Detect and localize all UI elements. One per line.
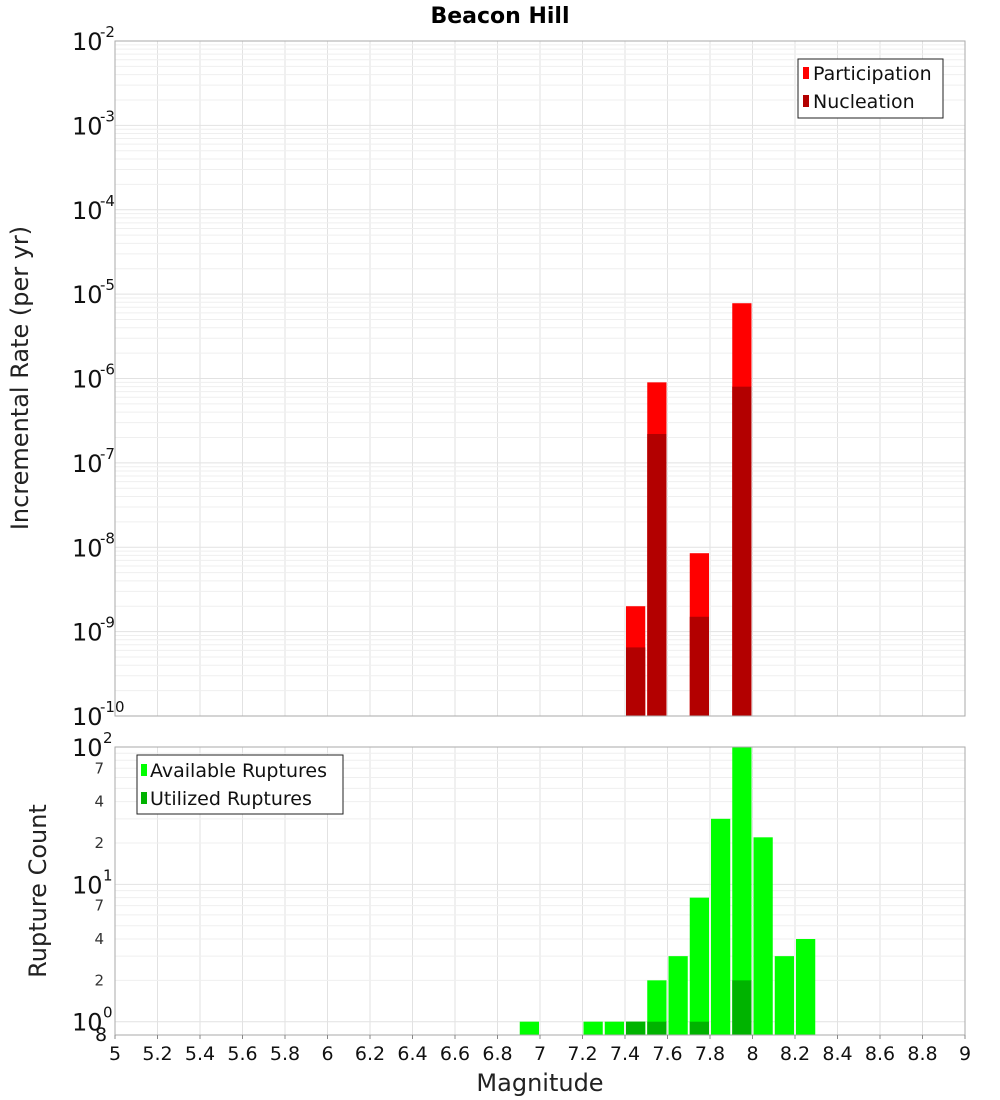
available-ruptures-bar	[583, 1021, 603, 1035]
rate-y-tick-label: 10	[72, 112, 103, 140]
utilized-ruptures-bar	[689, 1021, 709, 1035]
rate-y-tick-exponent: -4	[100, 192, 115, 210]
count-y-tick-label: 10	[72, 734, 103, 762]
available-ruptures-bar	[689, 897, 709, 1035]
rate-y-tick-exponent: -2	[100, 23, 115, 41]
available-ruptures-bar	[519, 1021, 539, 1035]
available-ruptures-swatch	[141, 764, 147, 776]
chart-title: Beacon Hill	[430, 4, 569, 29]
rate-y-axis-label: Incremental Rate (per yr)	[6, 226, 34, 530]
rate-y-tick-label: 10	[72, 534, 103, 562]
x-tick-label: 7.4	[610, 1043, 640, 1065]
count-y-minor-tick-label: 2	[94, 971, 104, 989]
x-tick-label: 6.6	[440, 1043, 470, 1065]
x-tick-label: 7	[534, 1043, 546, 1065]
count-legend: Available Ruptures Utilized Ruptures	[136, 754, 344, 815]
x-tick-label: 8.6	[865, 1043, 895, 1065]
nucleation-swatch	[803, 95, 809, 107]
available-ruptures-bar	[711, 818, 731, 1035]
nucleation-bar	[626, 647, 646, 716]
available-ruptures-bar	[774, 956, 794, 1035]
count-y-minor-tick-label: 7	[94, 759, 104, 777]
rate-legend-box	[797, 58, 944, 119]
rate-y-tick-label: 10	[72, 703, 103, 731]
count-y-tick-exponent: 0	[103, 1004, 113, 1022]
available-ruptures-bar	[732, 747, 752, 1035]
nucleation-legend-label: Nucleation	[813, 91, 915, 113]
nucleation-bar	[732, 386, 752, 716]
rate-y-tick-exponent: -3	[100, 107, 115, 125]
rate-bars	[626, 303, 752, 716]
rate-y-tick-label: 10	[72, 366, 103, 394]
rate-y-tick-exponent: -8	[100, 529, 115, 547]
x-tick-label: 5.6	[227, 1043, 257, 1065]
count-y-tick-label: 10	[72, 1009, 103, 1037]
x-tick-label: 5.4	[185, 1043, 215, 1065]
participation-legend-label: Participation	[813, 63, 932, 85]
rate-y-tick-exponent: -5	[100, 276, 115, 294]
available-ruptures-bar	[753, 837, 773, 1035]
count-legend-box	[136, 754, 344, 815]
available-ruptures-bar	[604, 1021, 624, 1035]
x-tick-label: 7.6	[652, 1043, 682, 1065]
available-ruptures-bar	[796, 939, 816, 1035]
rate-y-tick-exponent: -6	[100, 361, 115, 379]
x-tick-label: 7.8	[695, 1043, 725, 1065]
rate-y-tick-label: 10	[72, 28, 103, 56]
rate-y-tick-exponent: -9	[100, 614, 115, 632]
count-y-axis-label: Rupture Count	[24, 804, 52, 978]
x-tick-label: 8	[746, 1043, 758, 1065]
x-tick-label: 8.4	[822, 1043, 852, 1065]
x-tick-label: 5.8	[270, 1043, 300, 1065]
rate-y-tick-label: 10	[72, 197, 103, 225]
utilized-ruptures-bar	[626, 1021, 646, 1035]
rate-y-tick-exponent: -7	[100, 445, 115, 463]
rate-gridlines	[115, 41, 965, 717]
count-y-tick-exponent: 1	[103, 866, 113, 884]
count-y-minor-tick-label: 7	[94, 897, 104, 915]
utilized-ruptures-bar	[732, 980, 752, 1035]
count-bars	[519, 747, 816, 1035]
x-axis-label: Magnitude	[476, 1069, 603, 1097]
participation-swatch	[803, 67, 809, 79]
count-y-minor-tick-label: 2	[94, 834, 104, 852]
rate-y-tick-label: 10	[72, 619, 103, 647]
available-ruptures-bar	[668, 956, 688, 1035]
x-tick-label: 6.8	[482, 1043, 512, 1065]
x-tick-label: 9	[959, 1043, 971, 1065]
x-tick-label: 6.2	[355, 1043, 385, 1065]
count-y-tick-exponent: 2	[103, 729, 113, 747]
x-tick-label: 6.4	[397, 1043, 427, 1065]
count-y-minor-tick-label: 4	[94, 793, 104, 811]
x-tick-label: 8.2	[780, 1043, 810, 1065]
x-tick-label: 7.2	[567, 1043, 597, 1065]
available-ruptures-legend-label: Available Ruptures	[150, 760, 327, 782]
x-tick-label: 8.8	[907, 1043, 937, 1065]
count-y-bottom-tick-label: 8	[95, 1024, 107, 1046]
rate-y-tick-exponent: -10	[100, 698, 125, 716]
count-y-tick-label: 10	[72, 871, 103, 899]
utilized-ruptures-bar	[647, 1021, 667, 1035]
utilized-ruptures-swatch	[141, 792, 147, 804]
nucleation-bar	[689, 616, 709, 716]
utilized-ruptures-legend-label: Utilized Ruptures	[150, 788, 312, 810]
x-tick-label: 5	[109, 1043, 121, 1065]
available-ruptures-bar	[647, 980, 667, 1035]
rate-y-tick-label: 10	[72, 450, 103, 478]
rate-legend: Participation Nucleation	[797, 58, 944, 119]
x-tick-label: 5.2	[142, 1043, 172, 1065]
rate-plot-border	[114, 40, 966, 717]
magnitude-x-ticks: 5 5.2 5.4 5.6 5.8 6 6.2 6.4 6.6 6.8 7 7.2 7.4 7.6 7.8 8…	[109, 1035, 971, 1065]
nucleation-bar	[647, 433, 667, 716]
count-y-minor-tick-label: 4	[94, 930, 104, 948]
rate-y-tick-label: 10	[72, 281, 103, 309]
x-tick-label: 6	[321, 1043, 333, 1065]
